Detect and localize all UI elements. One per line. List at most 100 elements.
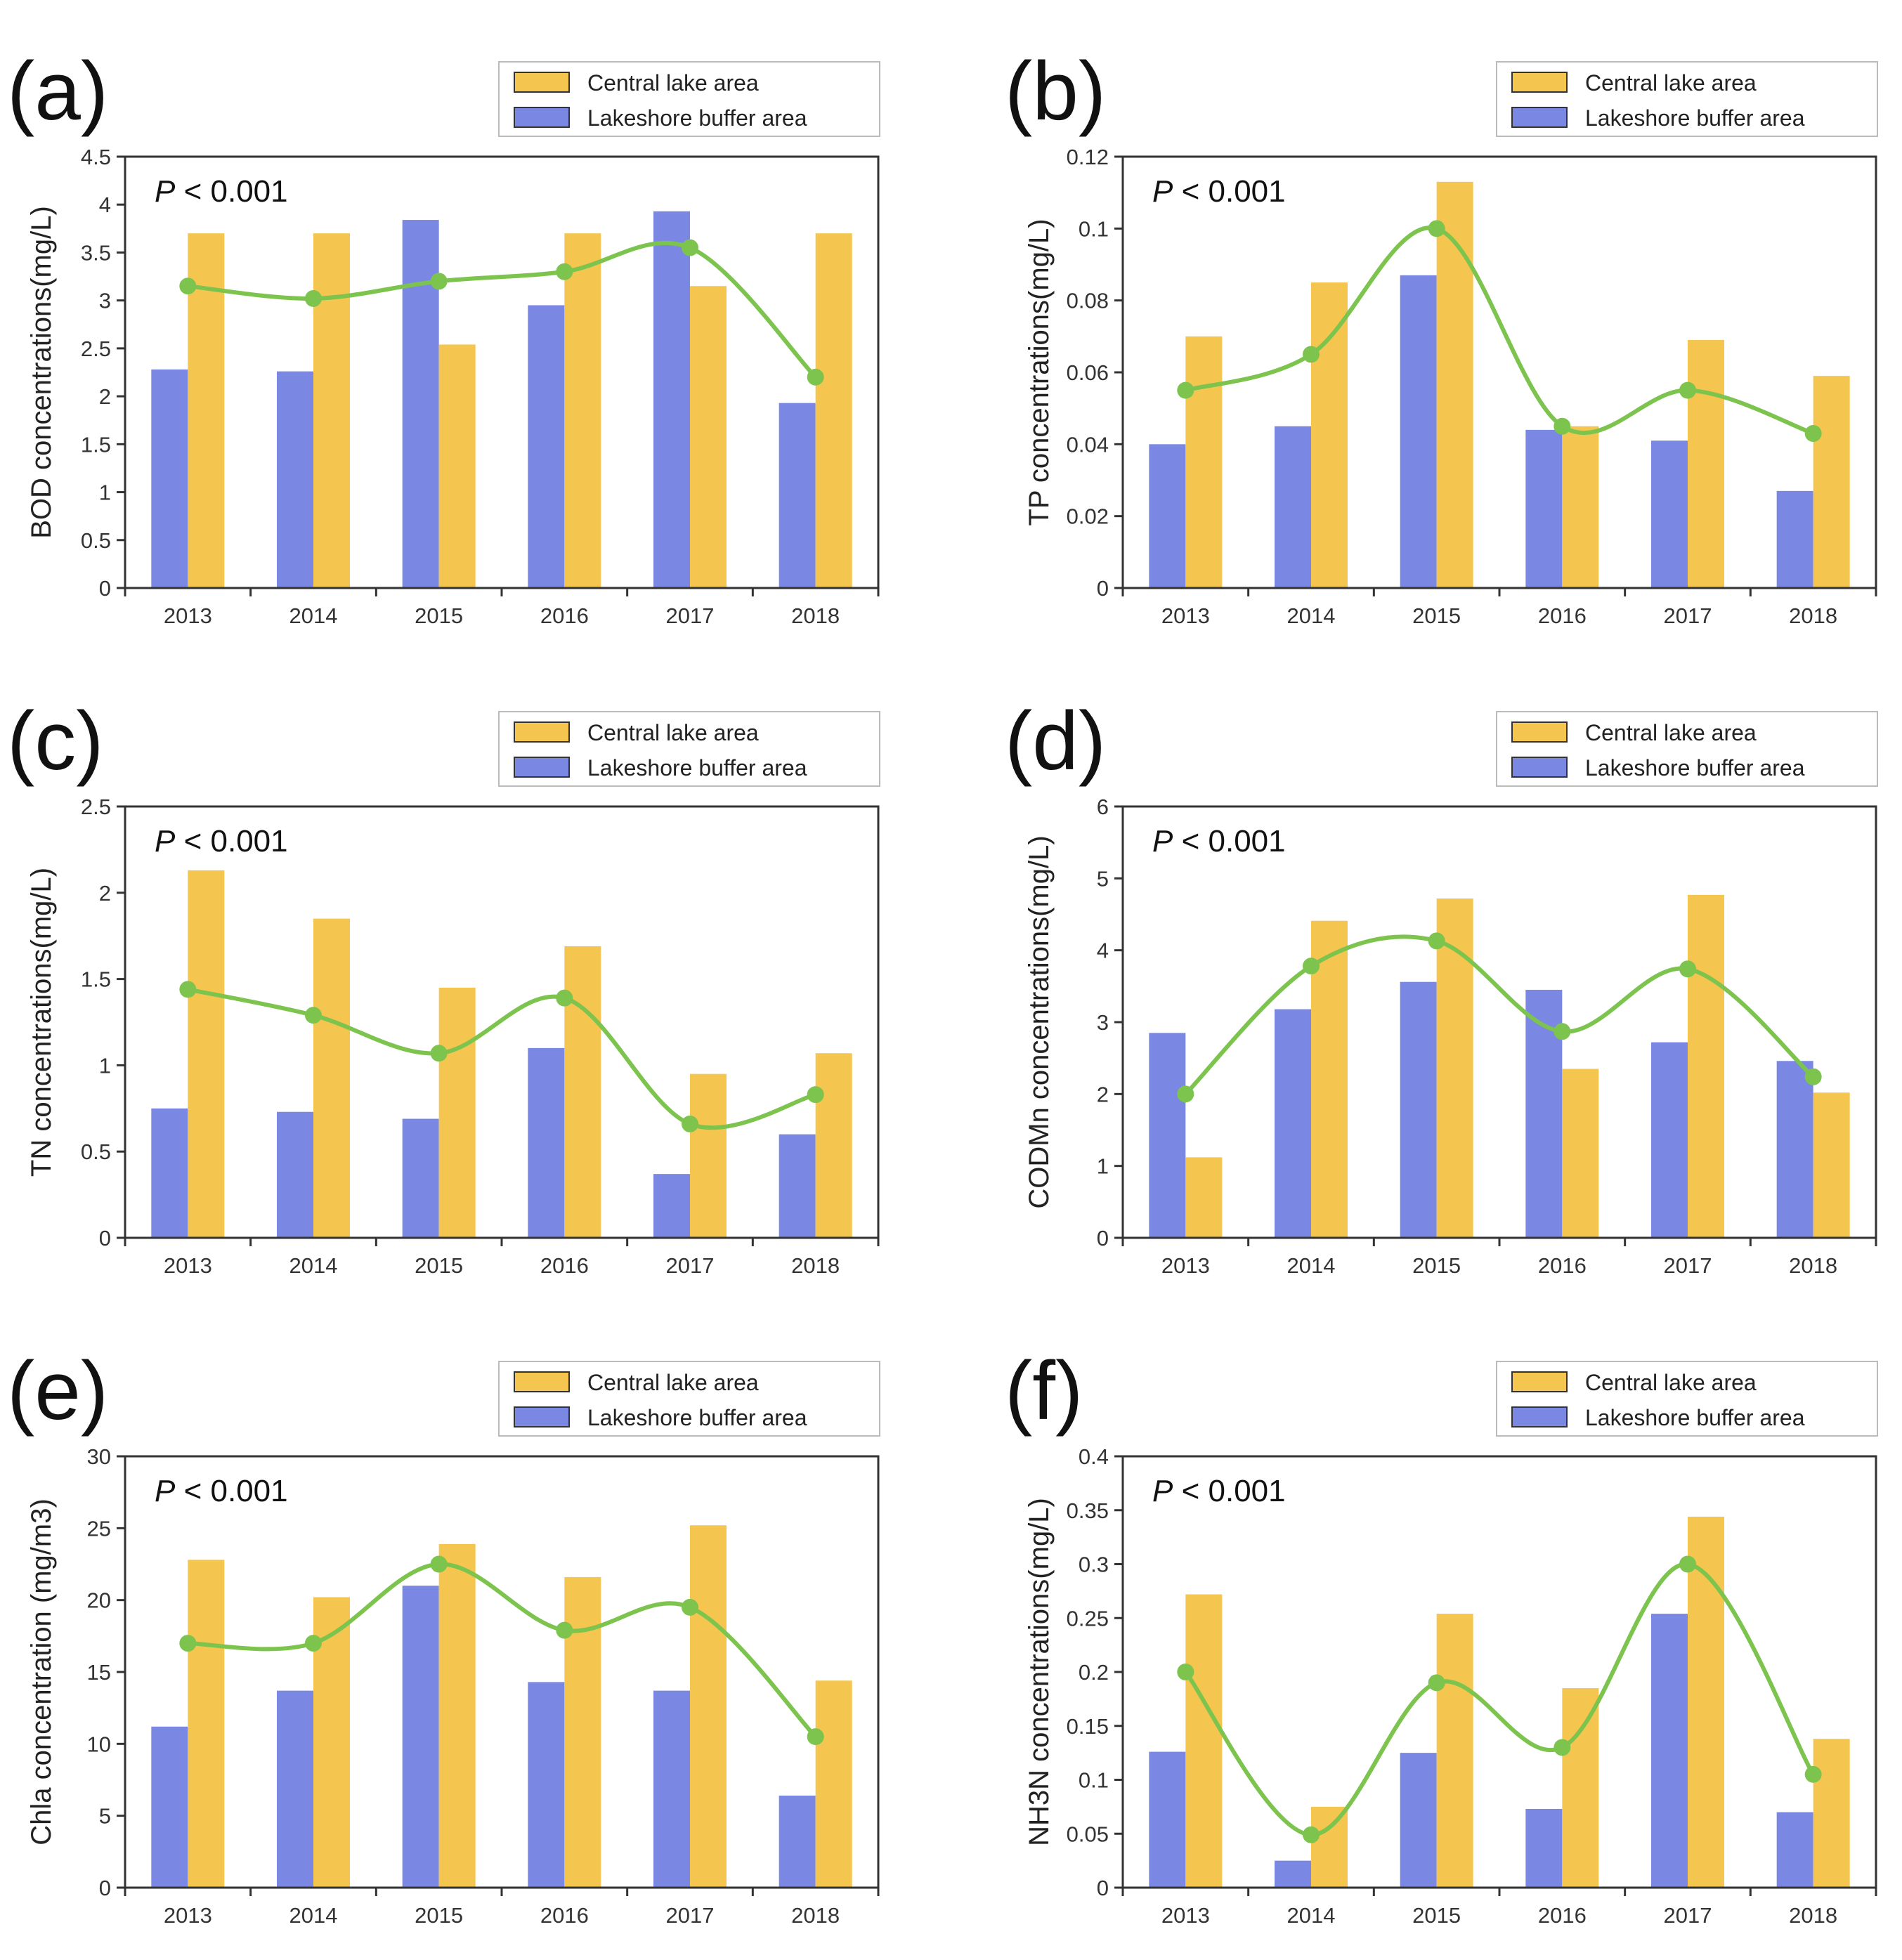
- bar-buffer-2017: [1651, 1042, 1688, 1238]
- x-tick-label: 2015: [1412, 603, 1461, 628]
- panel-letter: (e): [7, 1345, 108, 1437]
- trend-point-2017: [1679, 1555, 1696, 1573]
- bar-central-2018: [815, 1680, 852, 1888]
- bar-buffer-2015: [402, 1586, 439, 1888]
- trend-line: [1183, 1562, 1816, 1837]
- panel-letter: (c): [7, 695, 104, 788]
- bar-central-2015: [438, 344, 476, 588]
- bar-buffer-2015: [1400, 275, 1437, 588]
- y-tick-label: 0.04: [1067, 432, 1109, 457]
- y-tick-label: 3: [1097, 1010, 1109, 1035]
- legend-label-central: Central lake area: [587, 720, 759, 745]
- legend-label-buffer: Lakeshore buffer area: [587, 105, 807, 131]
- chart-b-svg: (b) Central lake area Lakeshore buffer are…: [1005, 45, 1878, 628]
- bar-buffer-2013: [1149, 444, 1186, 588]
- y-tick-label: 0.1: [1079, 216, 1109, 241]
- y-tick-label: 2: [1097, 1082, 1109, 1106]
- panel-a: (a) Central lake area Lakeshore buffer are…: [7, 28, 920, 660]
- p-value: < 0.001: [1173, 174, 1285, 209]
- plot-frame: [124, 805, 880, 1239]
- legend-swatch-central: [1511, 72, 1568, 93]
- x-tick-label: 2017: [666, 603, 715, 628]
- bar-central-2016: [564, 946, 601, 1238]
- y-axis-label: TP concentrations(mg/L): [1024, 218, 1055, 525]
- legend-swatch-buffer: [1511, 107, 1568, 128]
- trend-point-2017: [1679, 381, 1696, 399]
- bar-buffer-2015: [1400, 1753, 1437, 1888]
- x-tick-label: 2016: [1538, 603, 1587, 628]
- trend-point-2017: [682, 1115, 698, 1132]
- y-tick-label: 0.1: [1079, 1768, 1109, 1793]
- y-tick-label: 5: [1097, 866, 1109, 891]
- y-tick-label: 0.15: [1067, 1714, 1109, 1739]
- legend-label-buffer: Lakeshore buffer area: [1585, 755, 1805, 780]
- y-tick-label: 0.35: [1067, 1498, 1109, 1523]
- trend-point-2017: [682, 1598, 698, 1616]
- bar-central-2013: [188, 1560, 225, 1888]
- bar-buffer-2016: [1525, 1808, 1563, 1888]
- x-tick-label: 2016: [1538, 1903, 1587, 1928]
- trend-point-2018: [807, 368, 824, 386]
- y-tick-label: 10: [87, 1732, 111, 1756]
- legend-label-central: Central lake area: [1585, 720, 1757, 745]
- x-tick-label: 2015: [415, 1903, 463, 1928]
- legend-swatch-central: [514, 72, 570, 93]
- legend-swatch-central: [514, 1371, 570, 1392]
- plot-frame: [1121, 1455, 1877, 1889]
- trend-point-2013: [179, 981, 197, 998]
- trend-point-2014: [1303, 1826, 1320, 1843]
- legend-swatch-buffer: [514, 1406, 570, 1427]
- y-tick-label: 1: [99, 1053, 111, 1078]
- trend-point-2016: [1553, 1023, 1571, 1040]
- bar-central-2017: [690, 1073, 727, 1238]
- panel-e: (e) Central lake area Lakeshore buffer are…: [7, 1328, 920, 1960]
- y-tick-label: 2: [99, 384, 111, 409]
- x-tick-label: 2015: [415, 1253, 463, 1278]
- x-tick-label: 2014: [289, 1903, 338, 1928]
- y-axis-label: NH3N concentrations(mg/L): [1024, 1498, 1055, 1846]
- bar-central-2018: [1813, 1092, 1850, 1238]
- legend-swatch-buffer: [514, 757, 570, 778]
- x-tick-label: 2013: [1161, 603, 1210, 628]
- bar-buffer-2014: [277, 371, 313, 588]
- trend-point-2015: [430, 1045, 448, 1062]
- y-tick-label: 4.5: [81, 145, 111, 169]
- p-value-text: P < 0.001: [1152, 1474, 1286, 1508]
- y-tick-label: 3.5: [81, 240, 111, 265]
- y-tick-label: 0.12: [1067, 145, 1109, 169]
- bar-buffer-2017: [653, 1690, 690, 1888]
- y-axis-label: TN concentrations(mg/L): [26, 868, 57, 1177]
- x-tick-label: 2017: [1664, 603, 1712, 628]
- p-value: < 0.001: [175, 824, 287, 858]
- p-symbol: P: [155, 174, 176, 209]
- bar-central-2018: [1813, 376, 1850, 588]
- bar-central-2013: [1185, 1157, 1223, 1238]
- y-tick-label: 0: [99, 1876, 111, 1900]
- trend-point-2018: [1804, 1068, 1822, 1085]
- x-tick-label: 2013: [164, 1253, 212, 1278]
- x-tick-label: 2018: [1789, 1903, 1837, 1928]
- y-tick-label: 1.5: [81, 967, 111, 992]
- bar-central-2015: [1436, 1614, 1473, 1888]
- x-tick-label: 2014: [1287, 1903, 1336, 1928]
- y-tick-label: 1: [1097, 1154, 1109, 1179]
- panel-letter: (b): [1005, 45, 1106, 138]
- bar-central-2014: [1311, 1806, 1348, 1888]
- x-tick-label: 2017: [666, 1253, 715, 1278]
- trend-point-2015: [430, 273, 448, 290]
- panel-b: (b) Central lake area Lakeshore buffer are…: [1005, 28, 1902, 660]
- panel-f: (f) Central lake area Lakeshore buffer are…: [1005, 1328, 1902, 1960]
- x-tick-label: 2018: [791, 1903, 840, 1928]
- trend-line: [1184, 934, 1815, 1096]
- p-value: < 0.001: [175, 174, 287, 209]
- y-tick-label: 1.5: [81, 432, 111, 457]
- y-tick-label: 0.5: [81, 528, 111, 553]
- bar-central-2018: [1813, 1739, 1850, 1888]
- trend-point-2018: [1804, 1765, 1822, 1783]
- bar-central-2015: [438, 1543, 476, 1888]
- x-tick-label: 2013: [1161, 1903, 1210, 1928]
- bar-buffer-2018: [1776, 490, 1813, 588]
- y-tick-label: 0.3: [1079, 1553, 1109, 1577]
- bar-buffer-2016: [528, 305, 565, 588]
- trend-point-2015: [1428, 1674, 1445, 1692]
